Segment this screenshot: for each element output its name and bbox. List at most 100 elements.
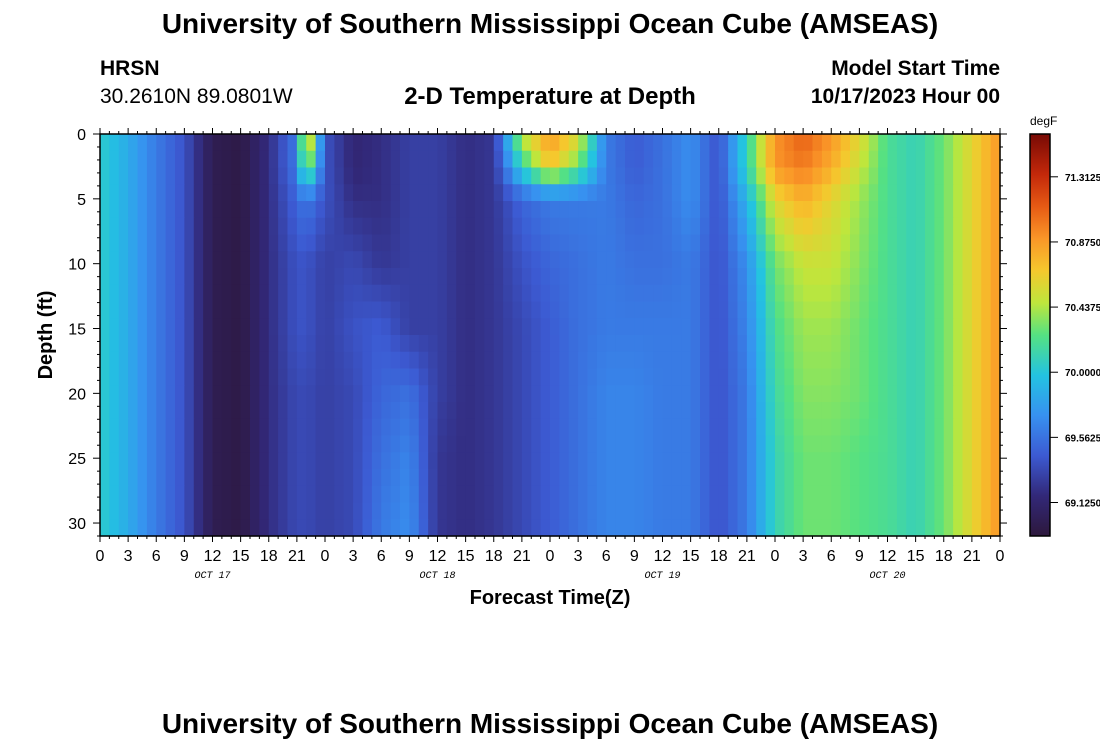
heatmap-cell (550, 268, 560, 286)
heatmap-cell (390, 502, 401, 520)
heatmap-cell (371, 318, 382, 336)
heatmap-cell (212, 368, 223, 386)
heatmap-cell (400, 201, 410, 219)
heatmap-cell (709, 485, 720, 504)
heatmap-cell (812, 268, 823, 286)
heatmap-cell (146, 134, 157, 152)
heatmap-cell (887, 452, 898, 470)
heatmap-cell (653, 268, 664, 286)
heatmap-cell (925, 402, 935, 420)
heatmap-cell (559, 402, 570, 420)
heatmap-cell (746, 385, 757, 403)
heatmap-cell (315, 134, 326, 152)
heatmap-cell (859, 284, 870, 303)
heatmap-cell (437, 402, 448, 420)
heatmap-cell (925, 268, 935, 286)
heatmap-cell (925, 134, 935, 152)
heatmap-cell (625, 318, 635, 336)
heatmap-cell (568, 251, 579, 269)
heatmap-cell (512, 519, 523, 537)
heatmap-cell (625, 217, 635, 236)
heatmap-cell (100, 452, 110, 470)
heatmap-cell (343, 485, 354, 504)
heatmap-cell (737, 452, 748, 470)
heatmap-cell (840, 469, 851, 487)
heatmap-cell (343, 301, 354, 319)
heatmap-cell (653, 502, 664, 520)
heatmap-cell (521, 251, 532, 269)
heatmap-cell (409, 201, 420, 219)
heatmap-cell (953, 402, 964, 420)
heatmap-cell (578, 351, 589, 370)
heatmap-cell (175, 435, 185, 453)
heatmap-cell (240, 335, 251, 353)
heatmap-cell (746, 435, 757, 453)
heatmap-cell (146, 519, 157, 537)
heatmap-cell (587, 134, 598, 152)
heatmap-cell (990, 234, 1001, 252)
heatmap-cell (709, 452, 720, 470)
heatmap-cell (681, 502, 692, 520)
heatmap-cell (737, 134, 748, 152)
heatmap-cell (840, 368, 851, 386)
heatmap-cell (775, 335, 785, 353)
heatmap-cell (596, 418, 607, 437)
heatmap-cell (437, 318, 448, 336)
heatmap-cell (700, 335, 710, 353)
heatmap-cell (418, 184, 429, 202)
heatmap-cell (887, 335, 898, 353)
heatmap-cell (718, 318, 729, 336)
heatmap-cell (193, 134, 204, 152)
heatmap-cell (362, 502, 373, 520)
heatmap-cell (268, 201, 279, 219)
heatmap-cell (709, 368, 720, 386)
heatmap-cell (587, 519, 598, 537)
heatmap-cell (868, 452, 879, 470)
heatmap-cell (287, 368, 298, 386)
heatmap-cell (118, 469, 129, 487)
heatmap-cell (681, 335, 692, 353)
heatmap-cell (418, 134, 429, 152)
heatmap-cell (259, 385, 270, 403)
heatmap-cell (175, 469, 185, 487)
heatmap-cell (203, 301, 214, 319)
x-tick-label: 0 (321, 548, 330, 565)
heatmap-cell (446, 335, 457, 353)
heatmap-cell (625, 201, 635, 219)
heatmap-cell (821, 318, 832, 336)
heatmap-cell (400, 502, 410, 520)
heatmap-cell (925, 251, 935, 269)
heatmap-cell (465, 234, 476, 252)
heatmap-cell (137, 519, 148, 537)
heatmap-cell (409, 418, 420, 437)
heatmap-cell (409, 351, 420, 370)
heatmap-cell (446, 385, 457, 403)
y-tick-label: 25 (68, 451, 86, 468)
heatmap-cell (531, 251, 542, 269)
heatmap-cell (456, 251, 467, 269)
heatmap-cell (334, 502, 345, 520)
heatmap-cell (484, 184, 495, 202)
heatmap-cell (803, 368, 814, 386)
heatmap-cell (925, 502, 935, 520)
heatmap-cell (887, 184, 898, 202)
heatmap-cell (315, 234, 326, 252)
heatmap-cell (971, 435, 982, 453)
heatmap-cell (765, 452, 776, 470)
heatmap-cell (746, 502, 757, 520)
heatmap-cell (296, 150, 307, 169)
heatmap-cell (109, 469, 120, 487)
heatmap-cell (971, 318, 982, 336)
heatmap-cell (334, 150, 345, 169)
heatmap-cell (446, 184, 457, 202)
heatmap-cell (118, 452, 129, 470)
heatmap-cell (231, 402, 242, 420)
heatmap-cell (362, 134, 373, 152)
heatmap-cell (278, 402, 289, 420)
heatmap-cell (812, 201, 823, 219)
heatmap-cell (343, 284, 354, 303)
heatmap-cell (596, 318, 607, 336)
heatmap-cell (212, 351, 223, 370)
heatmap-cell (728, 184, 739, 202)
heatmap-cell (587, 335, 598, 353)
